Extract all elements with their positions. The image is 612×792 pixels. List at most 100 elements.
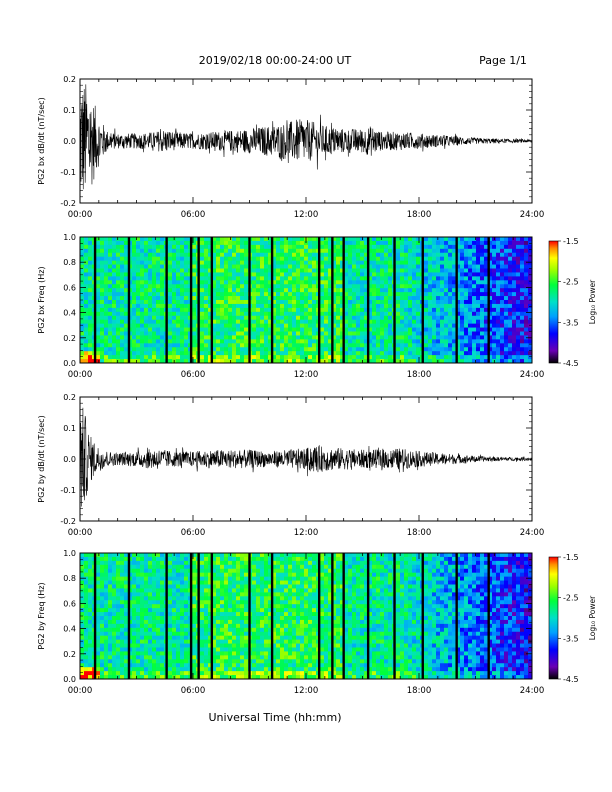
heatmap-cell xyxy=(516,288,521,293)
heatmap-cell xyxy=(468,359,473,364)
heatmap-cell xyxy=(464,284,469,289)
heatmap-cell xyxy=(440,323,445,328)
heatmap-cell xyxy=(124,331,129,336)
x-tick-label: 24:00 xyxy=(520,370,545,380)
heatmap-cell xyxy=(120,276,125,281)
heatmap-cell xyxy=(124,252,129,258)
heatmap-cell xyxy=(140,580,145,585)
heatmap-cell xyxy=(152,667,157,672)
heatmap-cell xyxy=(168,588,173,593)
heatmap-cell xyxy=(108,296,113,301)
heatmap-cell xyxy=(100,319,105,325)
heatmap-cell xyxy=(528,319,533,325)
heatmap-cell xyxy=(284,292,289,297)
heatmap-cell xyxy=(168,323,173,328)
heatmap-cell xyxy=(96,280,101,285)
heatmap-cell xyxy=(320,311,325,317)
heatmap-cell xyxy=(464,240,469,246)
heatmap-cell xyxy=(224,351,229,356)
heatmap-cell xyxy=(264,303,269,309)
heatmap-cell xyxy=(240,323,245,328)
heatmap-cell xyxy=(396,276,401,281)
heatmap-cell xyxy=(488,252,493,258)
heatmap-cell xyxy=(124,596,129,601)
heatmap-cell xyxy=(148,556,153,562)
heatmap-cell xyxy=(204,256,209,262)
heatmap-cell xyxy=(140,347,145,352)
data-gap-line xyxy=(487,237,490,363)
heatmap-cell xyxy=(200,553,205,558)
heatmap-cell xyxy=(272,268,277,273)
heatmap-cell xyxy=(124,627,129,633)
heatmap-cell xyxy=(356,339,361,344)
heatmap-cell xyxy=(380,272,385,277)
heatmap-cell xyxy=(228,280,233,285)
heatmap-cell xyxy=(172,300,177,305)
heatmap-cell xyxy=(272,292,277,297)
heatmap-cell xyxy=(504,296,509,301)
heatmap-cell xyxy=(252,256,257,262)
heatmap-cell xyxy=(244,319,249,325)
heatmap-cell xyxy=(300,292,305,297)
heatmap-cell xyxy=(476,296,481,301)
heatmap-cell xyxy=(160,639,165,644)
heatmap-cell xyxy=(208,268,213,273)
heatmap-cell xyxy=(288,280,293,285)
heatmap-cell xyxy=(284,327,289,332)
heatmap-cell xyxy=(216,237,221,242)
heatmap-cell xyxy=(132,264,137,269)
heatmap-cell xyxy=(476,284,481,289)
heatmap-cell xyxy=(492,260,497,265)
heatmap-cell xyxy=(284,311,289,317)
heatmap-cell xyxy=(408,296,413,301)
heatmap-cell xyxy=(84,580,89,585)
heatmap-cell xyxy=(480,343,485,348)
heatmap-cell xyxy=(172,244,177,250)
heatmap-cell xyxy=(376,296,381,301)
heatmap-cell xyxy=(476,355,481,360)
heatmap-cell xyxy=(176,248,181,254)
heatmap-cell xyxy=(100,619,105,625)
heatmap-cell xyxy=(204,292,209,297)
heatmap-cell xyxy=(116,619,121,625)
heatmap-cell xyxy=(148,351,153,356)
heatmap-cell xyxy=(460,359,465,364)
heatmap-cell xyxy=(88,600,93,605)
heatmap-cell xyxy=(300,355,305,360)
heatmap-cell xyxy=(152,584,157,589)
heatmap-cell xyxy=(180,303,185,309)
heatmap-cell xyxy=(440,248,445,254)
heatmap-cell xyxy=(148,671,153,676)
heatmap-cell xyxy=(500,272,505,277)
heatmap-cell xyxy=(208,244,213,250)
heatmap-cell xyxy=(112,276,117,281)
heatmap-cell xyxy=(168,647,173,652)
heatmap-cell xyxy=(372,300,377,305)
heatmap-cell xyxy=(204,596,209,601)
heatmap-cell xyxy=(520,311,525,317)
heatmap-cell xyxy=(444,288,449,293)
heatmap-cell xyxy=(156,264,161,269)
heatmap-cell xyxy=(128,296,133,301)
heatmap-cell xyxy=(312,252,317,258)
heatmap-cell xyxy=(192,651,197,656)
heatmap-cell xyxy=(104,351,109,356)
heatmap-cell xyxy=(476,240,481,246)
heatmap-cell xyxy=(120,319,125,325)
heatmap-cell xyxy=(260,240,265,246)
heatmap-cell xyxy=(444,347,449,352)
heatmap-cell xyxy=(108,600,113,605)
heatmap-cell xyxy=(132,276,137,281)
heatmap-cell xyxy=(168,663,173,668)
heatmap-cell xyxy=(464,288,469,293)
heatmap-cell xyxy=(504,268,509,273)
heatmap-cell xyxy=(340,284,345,289)
heatmap-cell xyxy=(236,331,241,336)
heatmap-cell xyxy=(184,327,189,332)
heatmap-cell xyxy=(100,335,105,340)
heatmap-cell xyxy=(476,256,481,262)
heatmap-cell xyxy=(480,331,485,336)
heatmap-cell xyxy=(204,675,209,680)
heatmap-cell xyxy=(112,296,117,301)
heatmap-cell xyxy=(460,272,465,277)
